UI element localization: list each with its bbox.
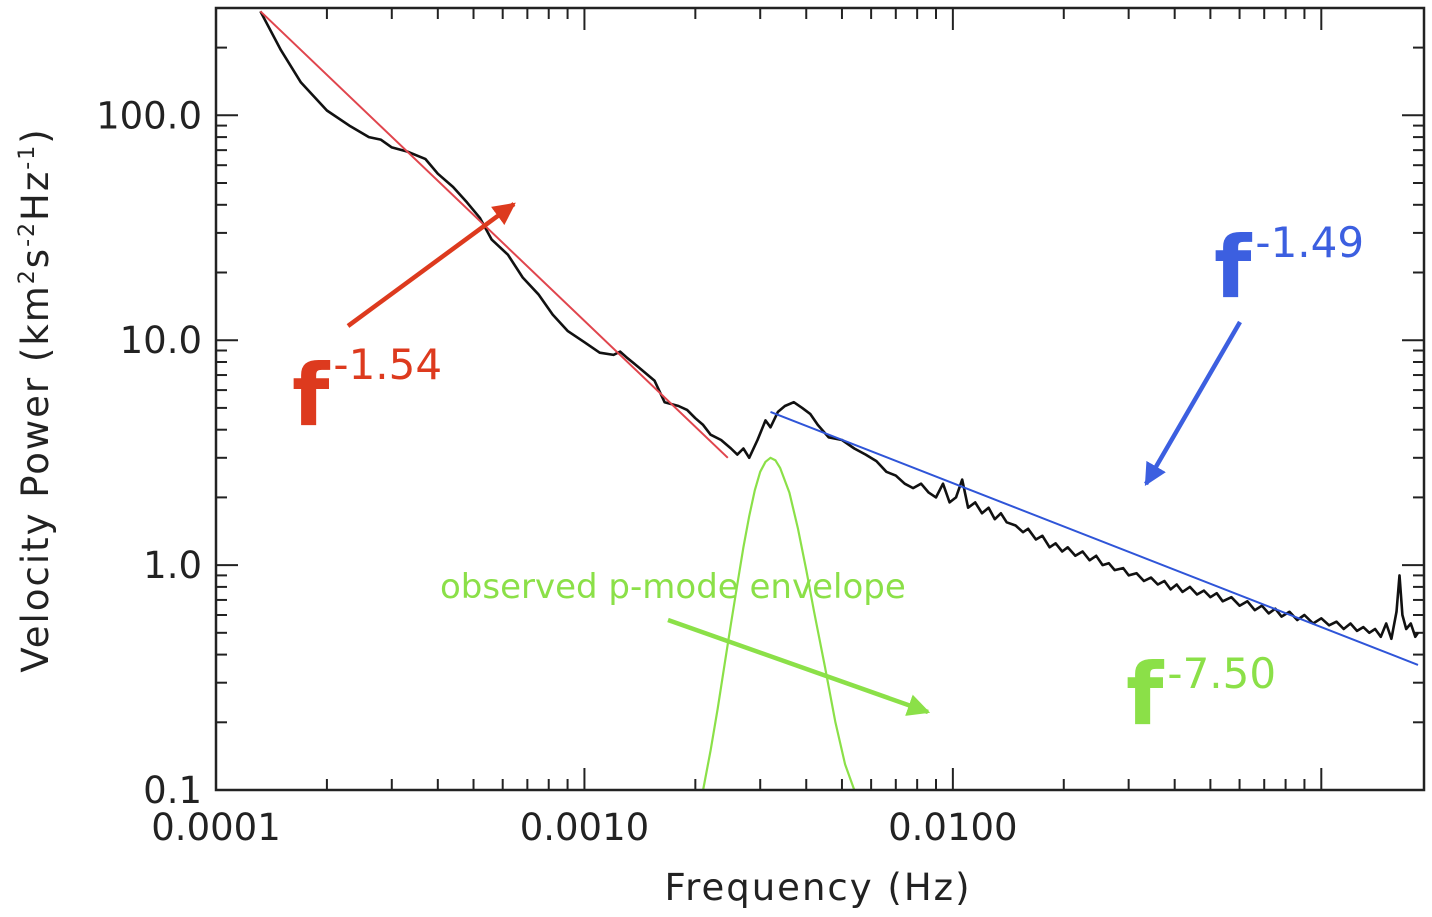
y-tick-label: 10.0 (120, 319, 202, 362)
green-arrow (667, 617, 931, 716)
series-layer (259, 10, 1420, 791)
y-title-part-3: Hz (14, 170, 57, 221)
red-arrow (346, 202, 516, 328)
plot-frame (214, 6, 1426, 792)
y-tick-label: 1.0 (143, 544, 202, 587)
blue-fit-line (770, 410, 1419, 666)
annotation-blue-powerlaw: f-1.49 (1144, 218, 1364, 486)
envelope-annotation-label: observed p-mode envelope (440, 567, 906, 607)
tick-labels: 0.0001 0.0010 0.0100 0.1 1.0 10.0 100.0 (96, 94, 1018, 849)
y-title-sup-1: 2 (15, 268, 40, 284)
x-axis-title: Frequency (Hz) (664, 866, 971, 909)
green-annotation-label: f-7.50 (1126, 645, 1276, 745)
y-tick-label: 0.1 (143, 769, 202, 812)
axis-ticks (215, 7, 1424, 791)
blue-annotation-label: f-1.49 (1214, 218, 1364, 318)
red-fit-line (259, 10, 729, 459)
y-title-sup-3: -1 (15, 144, 40, 170)
y-tick-label: 100.0 (96, 94, 202, 137)
y-title-part-4: ) (14, 127, 57, 143)
y-title-part-1: Velocity Power (km (14, 284, 57, 672)
envelope-line (702, 456, 856, 791)
y-title-sup-2: -2 (15, 221, 40, 247)
x-tick-label: 0.0010 (520, 806, 649, 849)
y-axis-title: Velocity Power (km2s-2Hz-1) (14, 127, 57, 672)
green-annotation-exponent: -7.50 (1167, 649, 1276, 698)
red-annotation-label: f-1.54 (292, 340, 442, 446)
y-title-part-2: s (14, 247, 57, 268)
x-tick-label: 0.0100 (888, 806, 1017, 849)
blue-arrow (1144, 320, 1242, 486)
x-tick-label: 0.0001 (151, 806, 280, 849)
annotation-red-powerlaw: f-1.54 (292, 202, 516, 446)
blue-annotation-exponent: -1.49 (1255, 218, 1364, 267)
annotation-green-envelope: observed p-mode envelope f-7.50 (440, 567, 1276, 745)
spectrum-line (259, 10, 1420, 641)
red-annotation-exponent: -1.54 (333, 340, 442, 389)
